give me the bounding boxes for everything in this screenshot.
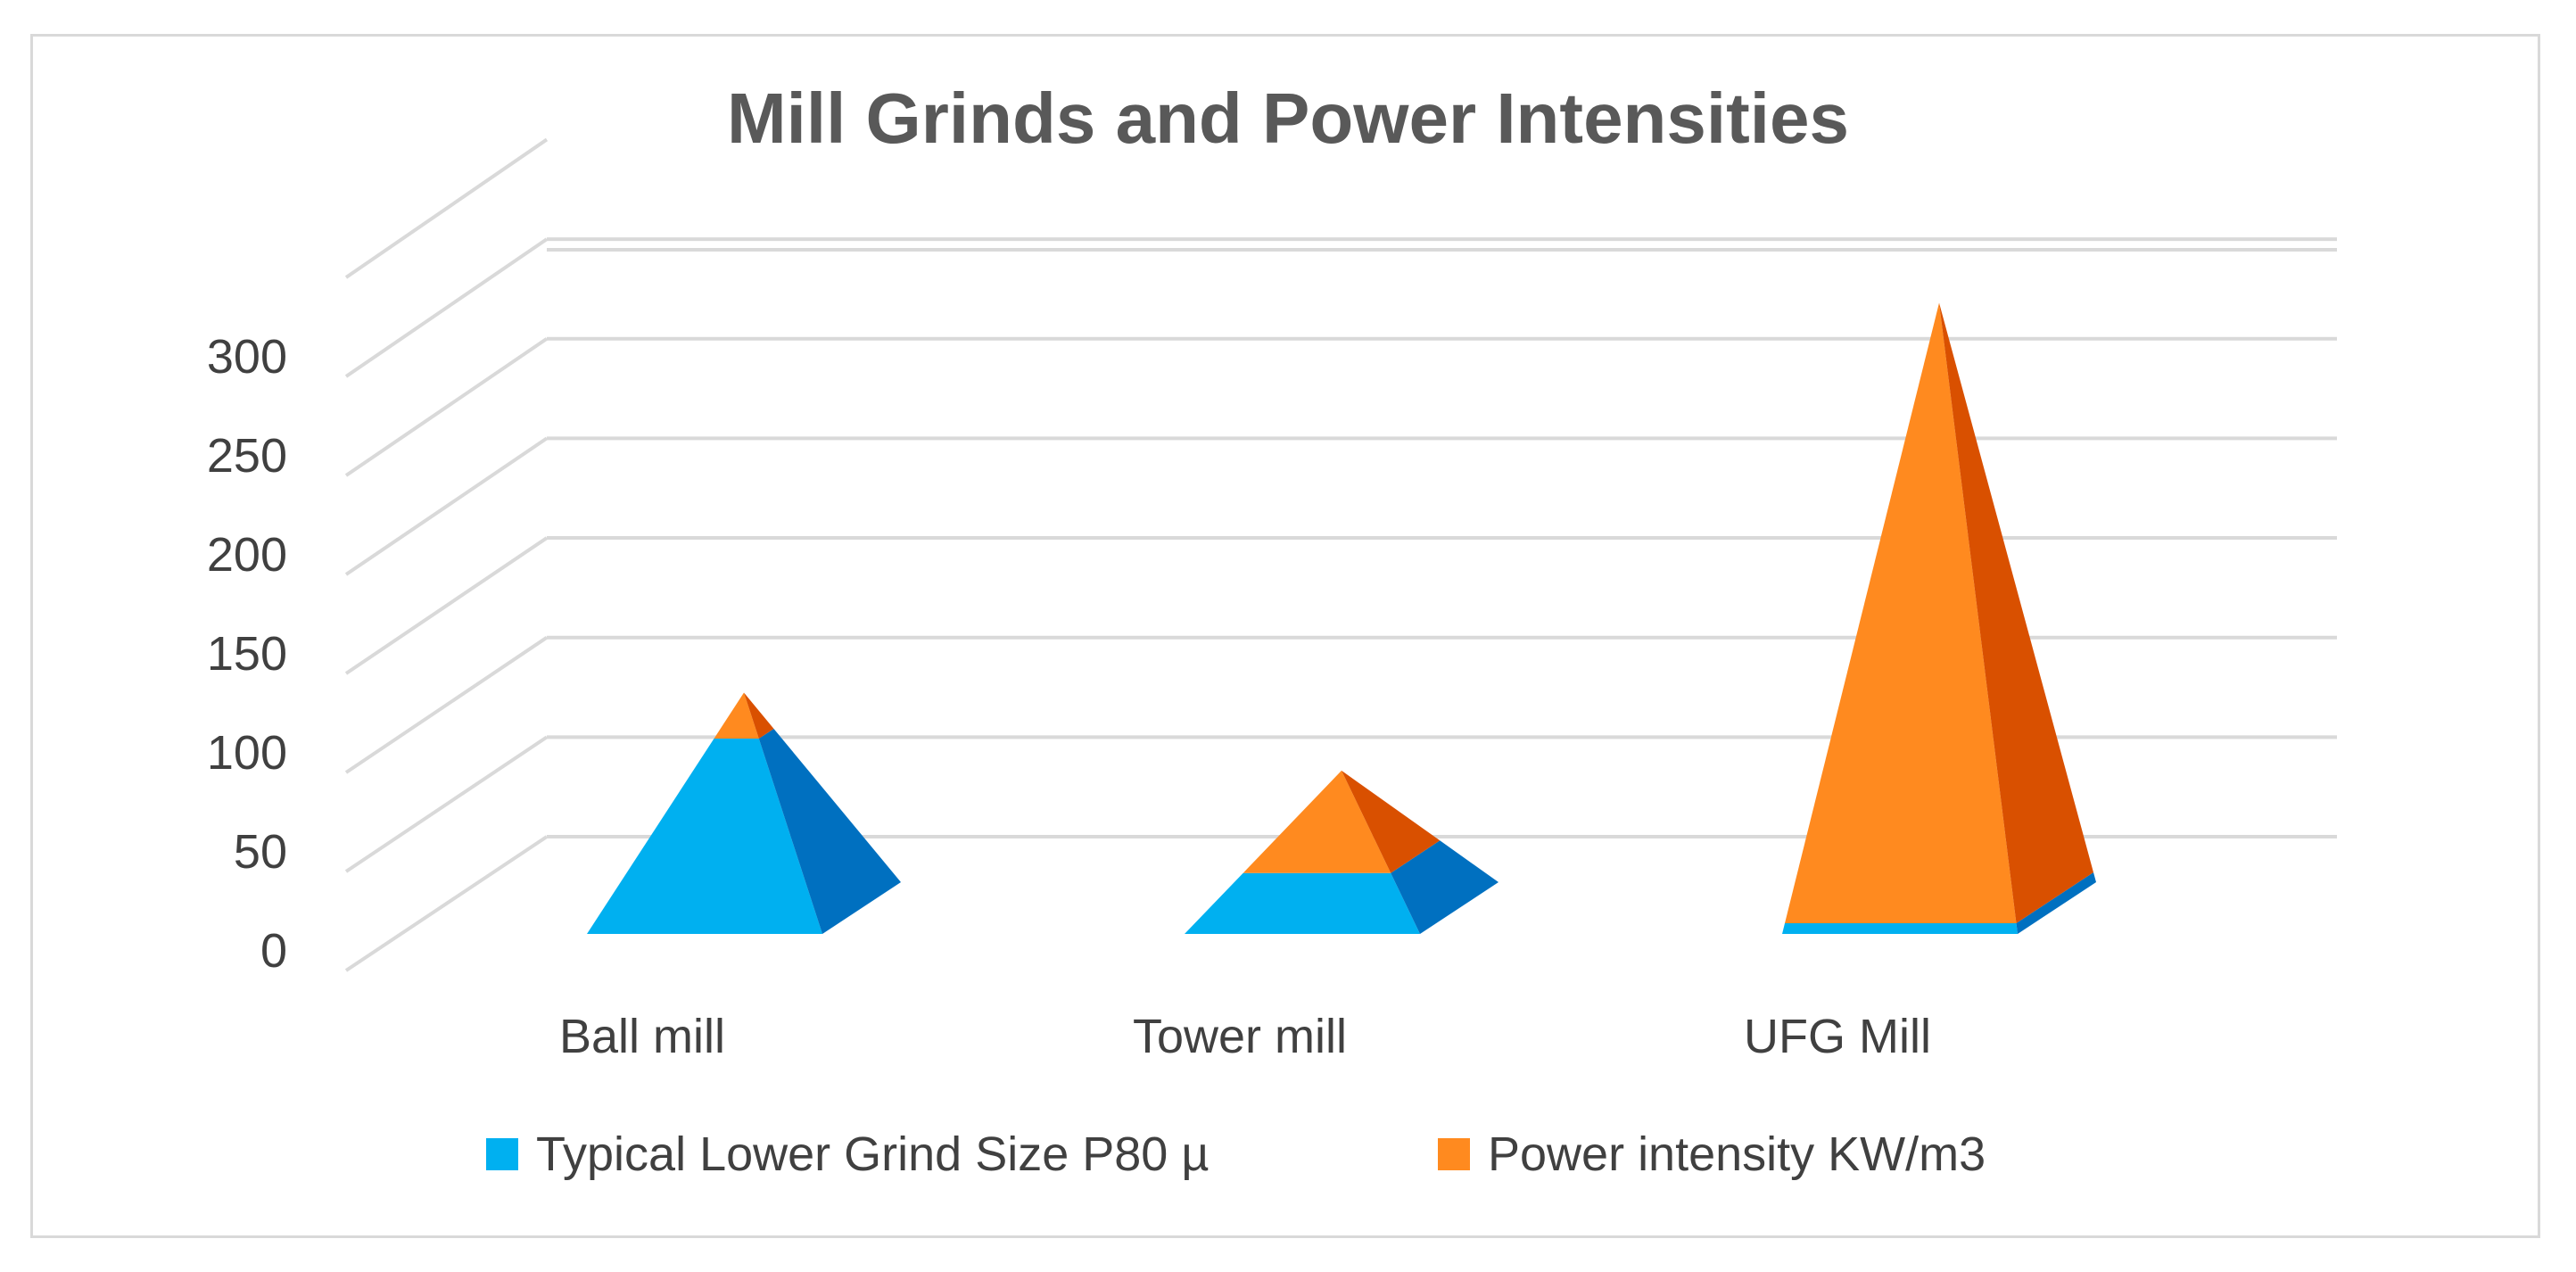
gridline-side bbox=[344, 137, 549, 279]
gridline-side bbox=[344, 636, 549, 774]
legend-label: Typical Lower Grind Size P80 µ bbox=[536, 1127, 1209, 1181]
x-category-label: Ball mill bbox=[559, 1010, 725, 1063]
x-category-label: UFG Mill bbox=[1744, 1010, 1931, 1063]
y-tick-label: 50 bbox=[234, 825, 287, 879]
pyramid-ufg-mill bbox=[1782, 302, 2096, 934]
gridline-side bbox=[344, 436, 549, 576]
gridline-side bbox=[344, 337, 549, 477]
y-tick-label: 250 bbox=[207, 429, 287, 483]
pyramid-segment-front bbox=[1782, 923, 2018, 934]
pyramid-segment-front bbox=[1243, 770, 1391, 873]
y-tick-label: 300 bbox=[207, 330, 287, 384]
y-tick-label: 100 bbox=[207, 726, 287, 780]
legend-swatch bbox=[486, 1138, 518, 1170]
gridline-side bbox=[344, 835, 549, 972]
y-tick-label: 0 bbox=[260, 924, 287, 978]
y-tick-label: 200 bbox=[207, 528, 287, 582]
pyramid-segment-front bbox=[1185, 872, 1420, 934]
pyramid-segment-side bbox=[758, 729, 901, 934]
y-axis-ticks: 0 50 100 150 200 250 300 bbox=[207, 330, 287, 978]
gridline-side bbox=[344, 536, 549, 675]
pyramid-segment-side bbox=[2016, 872, 2096, 934]
pyramid-segment-side bbox=[1342, 770, 1441, 873]
x-axis-labels: Ball mill Tower mill UFG Mill bbox=[559, 1010, 1931, 1063]
pyramid-segment-side bbox=[744, 692, 774, 739]
x-category-label: Tower mill bbox=[1133, 1010, 1347, 1063]
y-tick-label: 150 bbox=[207, 627, 287, 681]
legend-swatch bbox=[1438, 1138, 1470, 1170]
legend: Typical Lower Grind Size P80 µ Power inte… bbox=[486, 1127, 1986, 1181]
pyramid-tower-mill bbox=[1185, 770, 1499, 934]
pyramid-segment-front bbox=[587, 739, 822, 934]
gridline-side bbox=[344, 237, 549, 378]
pyramid-segment-side bbox=[1391, 840, 1499, 934]
pyramid-segment-front bbox=[714, 692, 759, 739]
pyramid-ball-mill bbox=[587, 692, 901, 934]
plot-area bbox=[587, 302, 2096, 934]
chart-title: Mill Grinds and Power Intensities bbox=[727, 78, 1849, 158]
gridline-side bbox=[344, 735, 549, 873]
legend-label: Power intensity KW/m3 bbox=[1488, 1127, 1986, 1181]
pyramid-segment-side bbox=[1939, 302, 2093, 923]
